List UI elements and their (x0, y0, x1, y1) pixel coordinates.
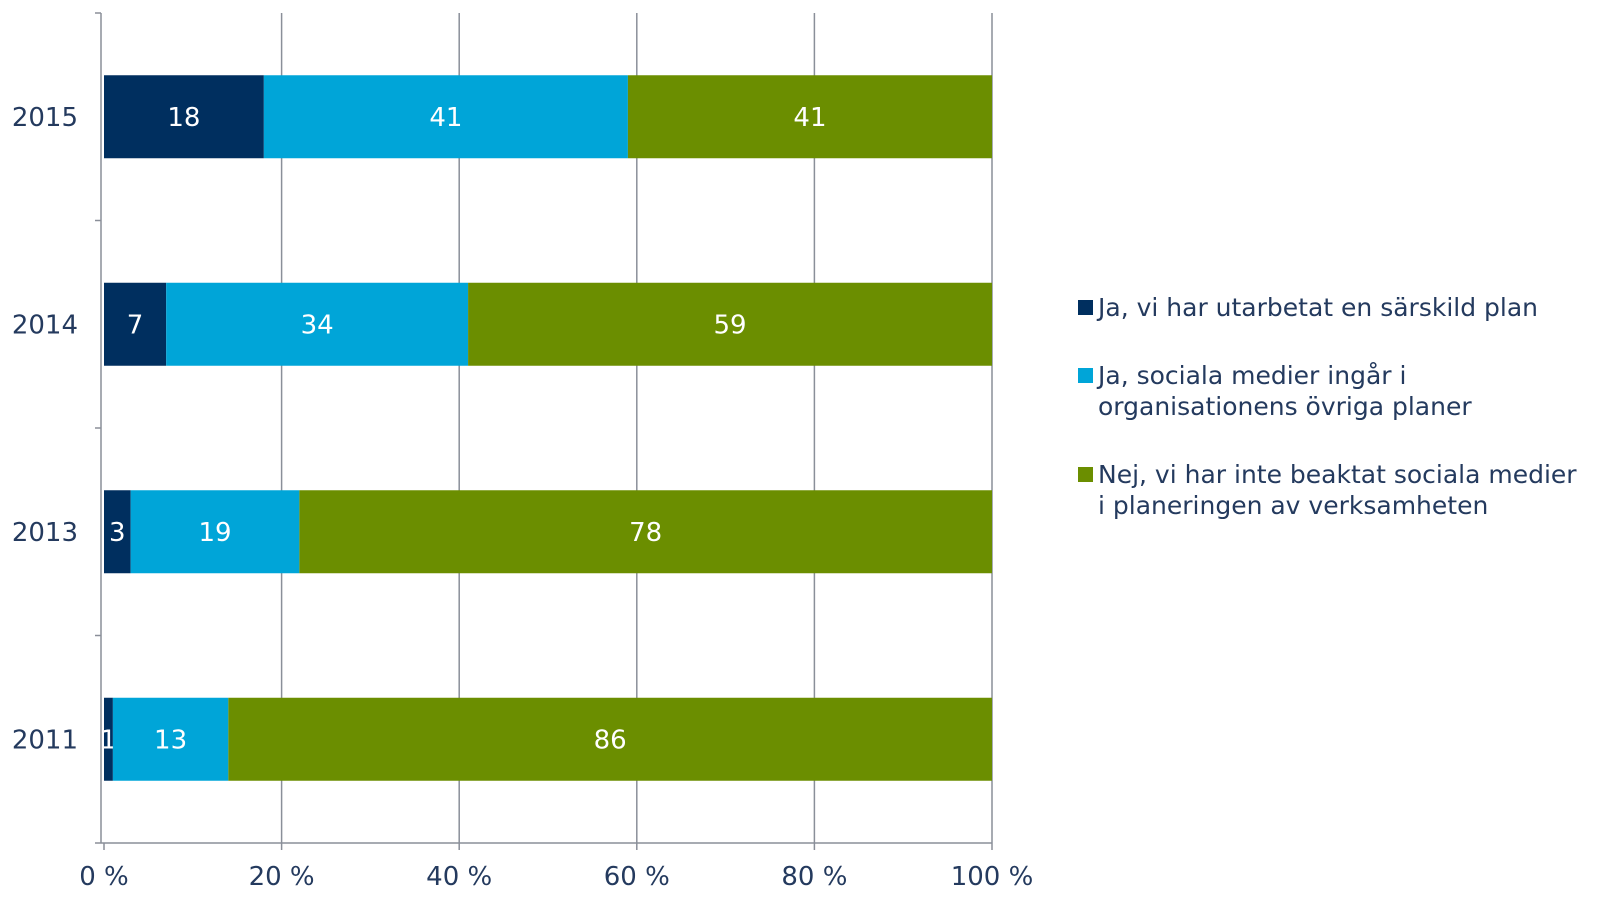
bar-segment (104, 697, 113, 781)
data-label: 18 (167, 103, 200, 133)
x-tick-label: 80 % (781, 862, 847, 892)
legend-item-not-considered: Nej, vi har inte beaktat sociala medier … (1078, 459, 1598, 521)
legend-swatch-other-plans (1078, 368, 1093, 383)
data-label: 13 (154, 725, 187, 755)
bar-segment (130, 490, 300, 574)
y-tick-label: 2014 (12, 310, 78, 340)
bar-segment (468, 282, 993, 366)
x-tick-label: 60 % (604, 862, 670, 892)
x-tick-label: 0 % (79, 862, 129, 892)
bar-segment (299, 490, 992, 574)
data-label: 7 (127, 310, 144, 340)
data-label: 3 (109, 518, 126, 548)
bar-segment (112, 697, 229, 781)
bar-segment (104, 75, 264, 159)
x-tick-label: 100 % (951, 862, 1034, 892)
data-label: 41 (429, 103, 462, 133)
data-label: 78 (629, 518, 662, 548)
data-label: 19 (198, 518, 231, 548)
y-tick-label: 2011 (12, 725, 78, 755)
legend-label-special-plan: Ja, vi har utarbetat en särskild plan (1098, 293, 1539, 322)
legend-item-other-plans: Ja, sociala medier ingår i organisatione… (1078, 360, 1598, 422)
legend-item-special-plan: Ja, vi har utarbetat en särskild plan (1078, 292, 1598, 323)
bar-segment (104, 490, 131, 574)
legend: Ja, vi har utarbetat en särskild plan Ja… (1078, 292, 1598, 558)
y-tick-label: 2013 (12, 518, 78, 548)
y-tick-label: 2015 (12, 103, 78, 133)
x-tick-label: 40 % (426, 862, 492, 892)
bar-segment (263, 75, 628, 159)
legend-label-not-considered: Nej, vi har inte beaktat sociala medier … (1098, 460, 1577, 520)
bar-segment (627, 75, 992, 159)
legend-swatch-not-considered (1078, 467, 1093, 482)
legend-swatch-special-plan (1078, 300, 1093, 315)
data-label: 1 (100, 725, 117, 755)
x-tick-label: 20 % (249, 862, 315, 892)
data-label: 86 (594, 725, 627, 755)
bar-segment (228, 697, 992, 781)
bar-segment (166, 282, 469, 366)
data-label: 59 (713, 310, 746, 340)
legend-label-other-plans: Ja, sociala medier ingår i organisatione… (1098, 361, 1472, 421)
bar-segment (104, 282, 167, 366)
data-label: 41 (793, 103, 826, 133)
data-label: 34 (301, 310, 334, 340)
